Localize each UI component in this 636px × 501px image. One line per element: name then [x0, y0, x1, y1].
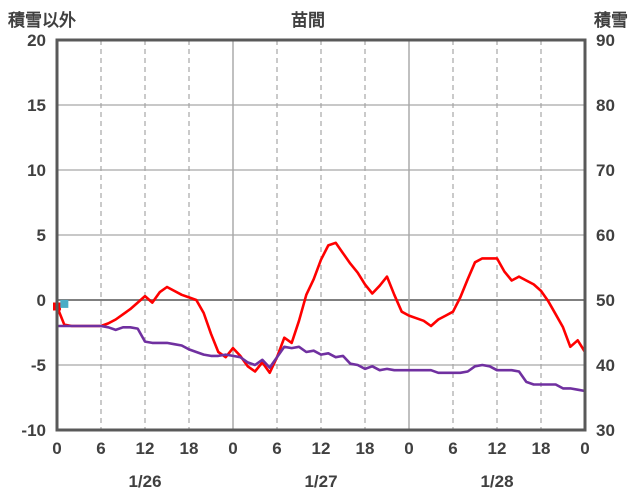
- x-hour-label: 18: [180, 439, 199, 458]
- right-tick-label: 30: [596, 421, 615, 440]
- x-hour-label: 0: [52, 439, 61, 458]
- series-temperature-non-snow: [55, 241, 587, 375]
- series-lines: [53, 241, 587, 393]
- left-tick-label: 0: [37, 291, 46, 310]
- right-tick-label: 70: [596, 161, 615, 180]
- x-hour-label: 12: [312, 439, 331, 458]
- x-date-label: 1/28: [480, 472, 513, 491]
- left-tick-label: 10: [27, 161, 46, 180]
- plot-area-border: [55, 38, 587, 432]
- x-date-label: 1/27: [304, 472, 337, 491]
- gridlines: [57, 40, 585, 430]
- x-hour-label: 18: [532, 439, 551, 458]
- marker-blue-point: [60, 299, 69, 308]
- x-hour-label: 6: [448, 439, 457, 458]
- plot-border: [55, 38, 587, 432]
- left-tick-label: 15: [27, 96, 46, 115]
- x-hour-label: 6: [96, 439, 105, 458]
- series-snow-depth: [55, 324, 587, 393]
- left-axis-title: 積雪以外: [8, 11, 76, 30]
- x-hour-label: 18: [356, 439, 375, 458]
- right-tick-label: 40: [596, 356, 615, 375]
- x-hour-label: 12: [136, 439, 155, 458]
- right-tick-label: 60: [596, 226, 615, 245]
- right-axis-title: 積雪: [594, 11, 628, 30]
- x-hour-label: 0: [404, 439, 413, 458]
- x-date-label: 1/26: [128, 472, 161, 491]
- right-tick-label: 90: [596, 31, 615, 50]
- left-tick-label: 20: [27, 31, 46, 50]
- x-hour-label: 12: [488, 439, 507, 458]
- x-hour-label: 0: [228, 439, 237, 458]
- left-tick-label: -10: [21, 421, 46, 440]
- x-hour-label: 6: [272, 439, 281, 458]
- chart-title: 苗間: [291, 11, 325, 30]
- right-tick-label: 80: [596, 96, 615, 115]
- right-tick-label: 50: [596, 291, 615, 310]
- left-tick-label: -5: [31, 356, 46, 375]
- left-tick-label: 5: [37, 226, 46, 245]
- x-hour-label: 0: [580, 439, 589, 458]
